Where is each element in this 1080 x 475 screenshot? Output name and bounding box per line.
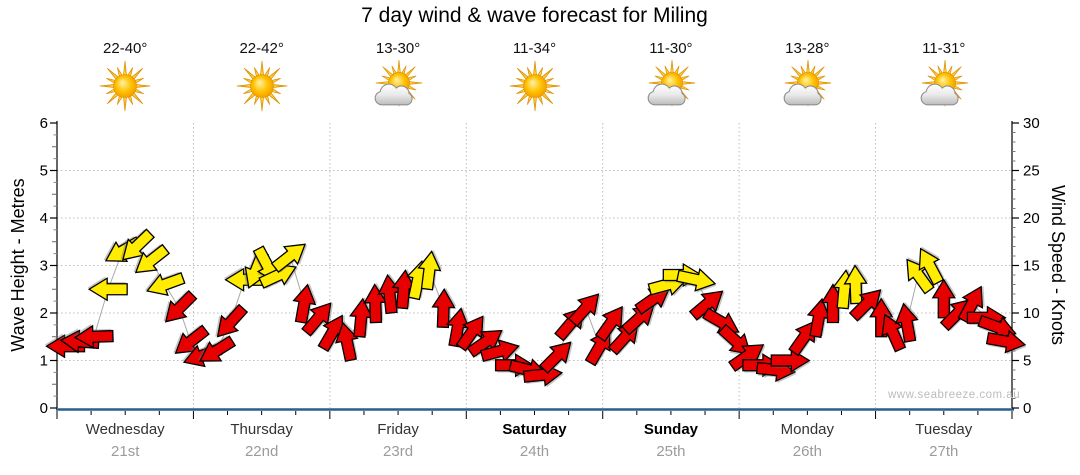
wind-arrow xyxy=(770,348,811,374)
wind-arrow xyxy=(894,301,919,343)
svg-text:5: 5 xyxy=(1023,353,1031,370)
wind-arrow xyxy=(334,320,359,362)
wind-arrow xyxy=(163,290,198,323)
day-label: Wednesday xyxy=(85,421,165,438)
day-date: 27th xyxy=(929,443,959,460)
svg-text:0: 0 xyxy=(40,400,48,417)
wind-arrow xyxy=(918,246,945,286)
sun-cloud-icon xyxy=(920,60,969,107)
day-label: Tuesday xyxy=(915,421,973,438)
wind-arrow xyxy=(594,305,625,343)
svg-text:3: 3 xyxy=(40,258,48,275)
day-label: Thursday xyxy=(230,421,293,438)
gridlines xyxy=(57,123,1012,408)
day-temp-range: 13-28° xyxy=(785,40,830,57)
wind-arrow xyxy=(676,267,717,293)
wind-arrow xyxy=(145,271,186,297)
wind-arrow xyxy=(215,303,249,338)
wind-arrow xyxy=(173,324,210,354)
wind-arrow xyxy=(197,335,237,362)
wind-arrow xyxy=(120,228,155,261)
day-date: 24th xyxy=(519,443,550,460)
svg-text:15: 15 xyxy=(1023,258,1040,275)
watermark: www.seabreeze.com.au xyxy=(888,389,1021,401)
day-label: Sunday xyxy=(643,421,699,438)
wind-arrow xyxy=(848,289,883,322)
wind-arrow xyxy=(417,250,443,291)
wind-arrow xyxy=(806,297,832,339)
day-date: 21st xyxy=(111,443,140,460)
wind-arrow xyxy=(466,329,505,358)
day-label: Friday xyxy=(377,421,419,438)
wind-arrow xyxy=(538,341,574,374)
wind-arrow xyxy=(301,302,334,337)
wind-arrow xyxy=(985,329,1027,355)
day-temp-range: 11-31° xyxy=(922,40,966,57)
wind-arrow xyxy=(270,243,308,273)
svg-text:5: 5 xyxy=(40,163,48,180)
wind-arrow xyxy=(931,278,957,319)
wind-arrow xyxy=(391,268,417,310)
day-temp-range: 22-40° xyxy=(103,40,148,57)
day-temp-range: 11-34° xyxy=(512,40,557,57)
bottom-axis-ticks xyxy=(56,411,1013,419)
sun-cloud-icon xyxy=(647,60,696,107)
svg-text:10: 10 xyxy=(1023,305,1040,322)
svg-text:25: 25 xyxy=(1023,163,1040,180)
right-axis-ticks: 0 5 10 15 20 25 30 xyxy=(1012,115,1040,417)
wind-arrow xyxy=(881,312,907,353)
sun-icon xyxy=(99,60,151,112)
sun-cloud-icon xyxy=(783,60,832,107)
wind-arrow xyxy=(620,304,657,336)
day-label: Saturday xyxy=(502,421,567,438)
wind-arrow xyxy=(728,344,766,373)
svg-text:1: 1 xyxy=(40,353,48,370)
wind-arrow xyxy=(292,283,318,324)
svg-text:4: 4 xyxy=(40,210,48,227)
svg-text:0: 0 xyxy=(1023,400,1031,417)
sun-cloud-icon xyxy=(374,60,423,107)
wind-arrow xyxy=(87,276,128,302)
sun-icon xyxy=(236,60,287,112)
wind-arrow xyxy=(73,324,114,349)
day-date: 25th xyxy=(656,443,686,460)
wind-arrow xyxy=(906,257,935,295)
day-temp-range: 13-30° xyxy=(375,40,421,57)
sun-icon xyxy=(509,60,560,112)
wind-arrow xyxy=(479,339,521,363)
day-date: 23rd xyxy=(383,443,414,460)
wind-arrow xyxy=(349,297,375,338)
svg-text:2: 2 xyxy=(40,305,48,322)
svg-text:6: 6 xyxy=(40,115,48,132)
day-temp-range: 22-42° xyxy=(239,40,284,57)
wind-arrow xyxy=(133,243,171,274)
left-axis-ticks: 0 1 2 3 4 5 6 xyxy=(40,115,57,417)
wind-arrow xyxy=(567,293,601,327)
svg-text:30: 30 xyxy=(1023,115,1040,132)
day-label: Monday xyxy=(780,421,835,438)
wind-arrows xyxy=(44,228,1027,388)
svg-text:20: 20 xyxy=(1023,210,1040,227)
page-title: 7 day wind & wave forecast for Miling xyxy=(361,4,708,27)
day-temp-range: 11-30° xyxy=(649,40,693,57)
day-date: 22nd xyxy=(244,443,279,460)
day-date: 26th xyxy=(792,443,822,460)
wind-arrow xyxy=(688,290,725,321)
